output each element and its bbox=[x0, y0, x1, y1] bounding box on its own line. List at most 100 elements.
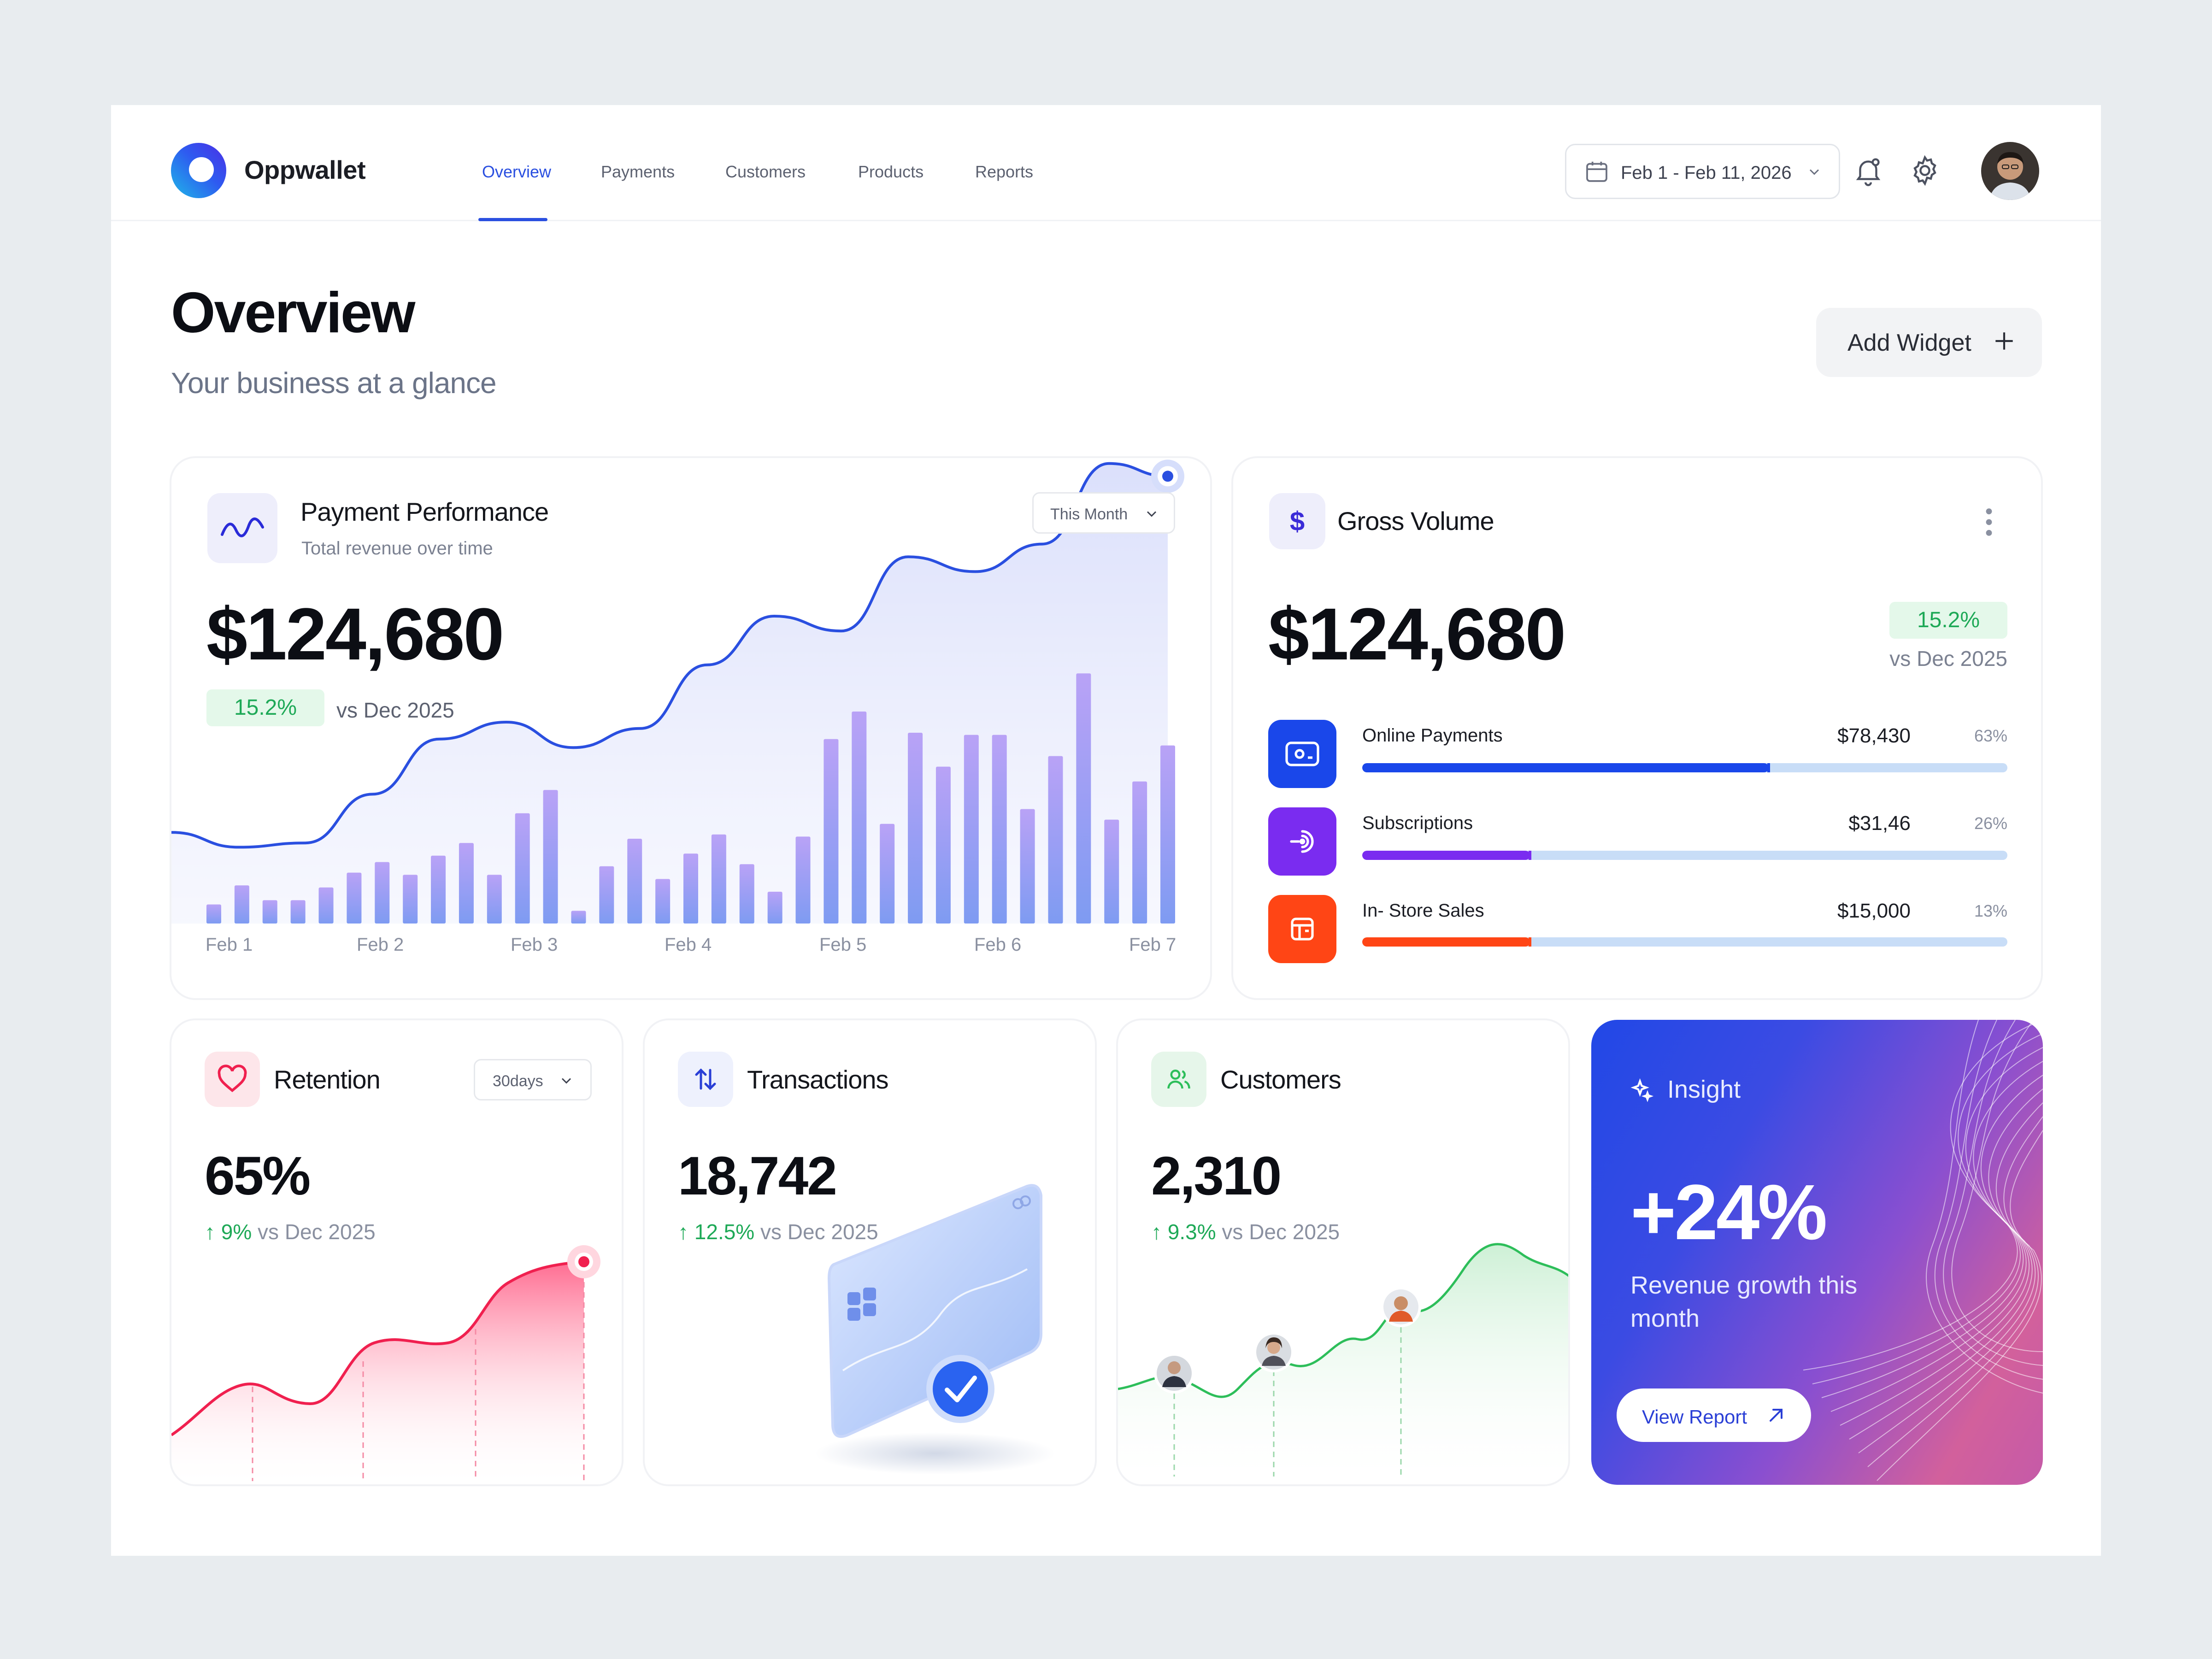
retention-value: 65% bbox=[205, 1146, 311, 1206]
payment-performance-chart bbox=[171, 459, 1184, 924]
calendar-icon bbox=[1586, 161, 1607, 182]
period-dropdown-label: This Month bbox=[1050, 506, 1128, 523]
heart-icon-tile bbox=[205, 1052, 260, 1107]
customers-title: Customers bbox=[1220, 1065, 1341, 1094]
view-report-button[interactable]: View Report bbox=[1617, 1388, 1811, 1442]
revenue-bar bbox=[543, 790, 558, 924]
progress-track-subscriptions bbox=[1362, 851, 2007, 860]
bell-icon[interactable] bbox=[1852, 155, 1884, 187]
retention-period-label: 30days bbox=[493, 1072, 543, 1090]
revenue-bar bbox=[1104, 819, 1119, 924]
customers-change: 9.3% bbox=[1167, 1220, 1216, 1244]
x-tick-label: Feb 2 bbox=[357, 935, 404, 955]
payment-performance-card: Payment Performance Total revenue over t… bbox=[170, 456, 1212, 1000]
users-icon bbox=[1167, 1070, 1190, 1089]
period-dropdown[interactable]: This Month bbox=[1032, 492, 1175, 534]
customers-card: Customers 2,310 ↑ 9.3% vs Dec 2025 bbox=[1116, 1018, 1570, 1486]
transactions-value: 18,742 bbox=[678, 1146, 837, 1206]
store-icon bbox=[1291, 918, 1314, 941]
retention-period-dropdown[interactable]: 30days bbox=[474, 1059, 592, 1100]
row-pct-in-store-sales: 13% bbox=[1974, 901, 2007, 920]
oppwallet-logo-icon bbox=[171, 143, 226, 198]
nav-customers[interactable]: Customers bbox=[725, 162, 806, 181]
customer-avatar bbox=[1154, 1353, 1194, 1394]
revenue-endpoint-marker bbox=[1162, 471, 1173, 482]
swap-icon-tile bbox=[678, 1052, 733, 1107]
row-label-online-payments: Online Payments bbox=[1362, 725, 1503, 746]
transactions-title: Transactions bbox=[747, 1065, 888, 1094]
nav-active-indicator bbox=[478, 218, 547, 221]
arrow-up-icon: ↑ bbox=[678, 1220, 688, 1244]
page-title: Overview bbox=[171, 281, 415, 345]
retention-chart bbox=[171, 1245, 600, 1484]
gross-volume-total: $124,680 bbox=[1268, 593, 1566, 675]
revenue-bar bbox=[206, 904, 221, 924]
revenue-bar bbox=[375, 862, 390, 924]
chevron-down-icon bbox=[561, 1078, 571, 1084]
row-amount-online-payments: $78,430 bbox=[1837, 724, 1911, 747]
revenue-bar bbox=[459, 843, 474, 924]
add-widget-button[interactable]: Add Widget bbox=[1816, 308, 2042, 377]
x-tick-label: Feb 4 bbox=[665, 935, 712, 955]
sparkle-icon bbox=[1630, 1078, 1654, 1102]
revenue-bar bbox=[347, 872, 362, 924]
heart-icon bbox=[218, 1065, 247, 1093]
transactions-compare: vs Dec 2025 bbox=[760, 1220, 878, 1244]
nav-reports[interactable]: Reports bbox=[975, 162, 1034, 181]
users-icon-tile bbox=[1151, 1052, 1206, 1107]
nav-products[interactable]: Products bbox=[858, 162, 924, 181]
revenue-bar bbox=[655, 879, 671, 924]
gross-volume-title: Gross Volume bbox=[1337, 506, 1494, 535]
payment-total: $124,680 bbox=[206, 593, 504, 675]
row-label-subscriptions: Subscriptions bbox=[1362, 813, 1473, 833]
retention-compare: vs Dec 2025 bbox=[258, 1220, 376, 1244]
revenue-bar bbox=[487, 875, 502, 924]
revenue-bar bbox=[1020, 809, 1035, 924]
user-avatar[interactable] bbox=[1981, 142, 2039, 200]
view-report-label: View Report bbox=[1642, 1406, 1747, 1428]
customers-compare: vs Dec 2025 bbox=[1222, 1220, 1340, 1244]
x-tick-label: Feb 6 bbox=[974, 935, 1022, 955]
row-amount-in-store-sales: $15,000 bbox=[1837, 900, 1911, 922]
wave-icon bbox=[221, 518, 264, 537]
payment-performance-title: Payment Performance bbox=[300, 497, 549, 526]
transactions-change: 12.5% bbox=[694, 1220, 755, 1244]
row-pct-online-payments: 63% bbox=[1974, 726, 2007, 745]
wave-pattern-decoration bbox=[1803, 1020, 2043, 1481]
page-subtitle: Your business at a glance bbox=[171, 366, 497, 400]
revenue-bar bbox=[908, 733, 923, 924]
revenue-bar bbox=[1160, 745, 1175, 924]
progress-fill-online-payments bbox=[1362, 763, 1769, 772]
date-range-picker[interactable]: Feb 1 - Feb 11, 2026 bbox=[1565, 144, 1840, 199]
swap-arrows-icon bbox=[695, 1068, 716, 1090]
top-bar: Oppwallet Overview Payments Customers Pr… bbox=[111, 105, 2101, 221]
revenue-bar bbox=[880, 824, 895, 924]
chevron-down-icon bbox=[1809, 169, 1819, 175]
revenue-bar bbox=[964, 735, 979, 924]
more-options-icon[interactable] bbox=[1980, 506, 1998, 538]
x-tick-label: Feb 3 bbox=[511, 935, 558, 955]
dollar-icon-tile: $ bbox=[1269, 493, 1325, 549]
progress-track-online-payments bbox=[1362, 763, 2007, 772]
retention-title: Retention bbox=[274, 1065, 381, 1094]
payment-change-badge: 15.2% bbox=[206, 689, 324, 726]
dollar-icon: $ bbox=[1289, 506, 1305, 536]
subscription-icon-tile bbox=[1268, 807, 1336, 876]
nav-payments[interactable]: Payments bbox=[601, 162, 675, 181]
payment-performance-subtitle: Total revenue over time bbox=[301, 538, 493, 559]
progress-fill-in-store-sales bbox=[1362, 937, 1530, 947]
progress-marker bbox=[1529, 851, 1531, 860]
revenue-bar bbox=[1048, 756, 1063, 924]
revenue-bar bbox=[1132, 781, 1147, 924]
insight-description: Revenue growth this month bbox=[1630, 1271, 1858, 1332]
nav-overview[interactable]: Overview bbox=[482, 162, 552, 181]
add-widget-label: Add Widget bbox=[1847, 329, 1971, 356]
gear-icon[interactable] bbox=[1908, 154, 1941, 187]
arrow-up-icon: ↑ bbox=[1151, 1220, 1162, 1244]
revenue-bar bbox=[683, 853, 698, 924]
customers-trend: ↑ 9.3% vs Dec 2025 bbox=[1151, 1219, 1340, 1244]
gross-volume-card: $ Gross Volume $124,680 15.2% vs Dec 202… bbox=[1231, 456, 2043, 1000]
cash-icon bbox=[1285, 741, 1319, 766]
date-range-label: Feb 1 - Feb 11, 2026 bbox=[1621, 163, 1792, 183]
progress-marker bbox=[1529, 937, 1531, 947]
